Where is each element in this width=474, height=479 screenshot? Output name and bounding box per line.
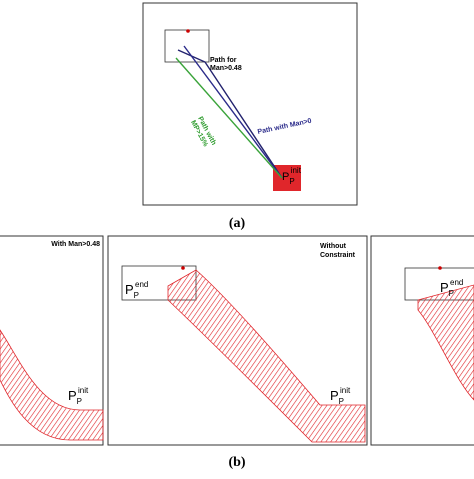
point-end: PPend: [440, 278, 463, 298]
point-base: P: [330, 388, 339, 403]
panel-b1-title: With Man>0.48: [51, 241, 100, 248]
point-init: PPinit: [68, 386, 89, 406]
point-base: P: [68, 388, 77, 403]
point-init: PPinit: [282, 166, 302, 186]
path-mp: [175, 57, 283, 179]
path-man-048: [177, 49, 283, 179]
trajectory-band: [0, 329, 104, 441]
caption-b: (b): [228, 455, 245, 470]
point-sup: init: [340, 386, 351, 395]
point-sub: P: [134, 291, 139, 300]
caption-a: (a): [229, 216, 246, 231]
label-path-for-man: Path for Man>0.48: [210, 57, 242, 72]
start-dot: [186, 29, 190, 33]
point-base: P: [440, 280, 449, 295]
end-dot: [181, 266, 185, 270]
init-square: [273, 165, 301, 191]
point-sup: init: [78, 386, 89, 395]
point-base: P: [125, 282, 134, 297]
trajectory-band: [167, 269, 366, 443]
point-base: P: [282, 171, 289, 183]
point-sup: end: [450, 278, 463, 287]
panel-b2-title: Without Constraint: [320, 243, 356, 259]
point-sup: init: [291, 166, 302, 175]
point-sup: end: [135, 280, 148, 289]
end-dot: [438, 266, 442, 270]
panel-a-frame: [142, 2, 358, 206]
point-init: PPinit: [330, 386, 351, 406]
point-sub: P: [289, 177, 294, 186]
point-end: PPend: [125, 280, 148, 300]
point-sub: P: [77, 397, 82, 406]
path-man-0: [183, 45, 283, 179]
point-sub: P: [339, 397, 344, 406]
point-sub: P: [449, 289, 454, 298]
